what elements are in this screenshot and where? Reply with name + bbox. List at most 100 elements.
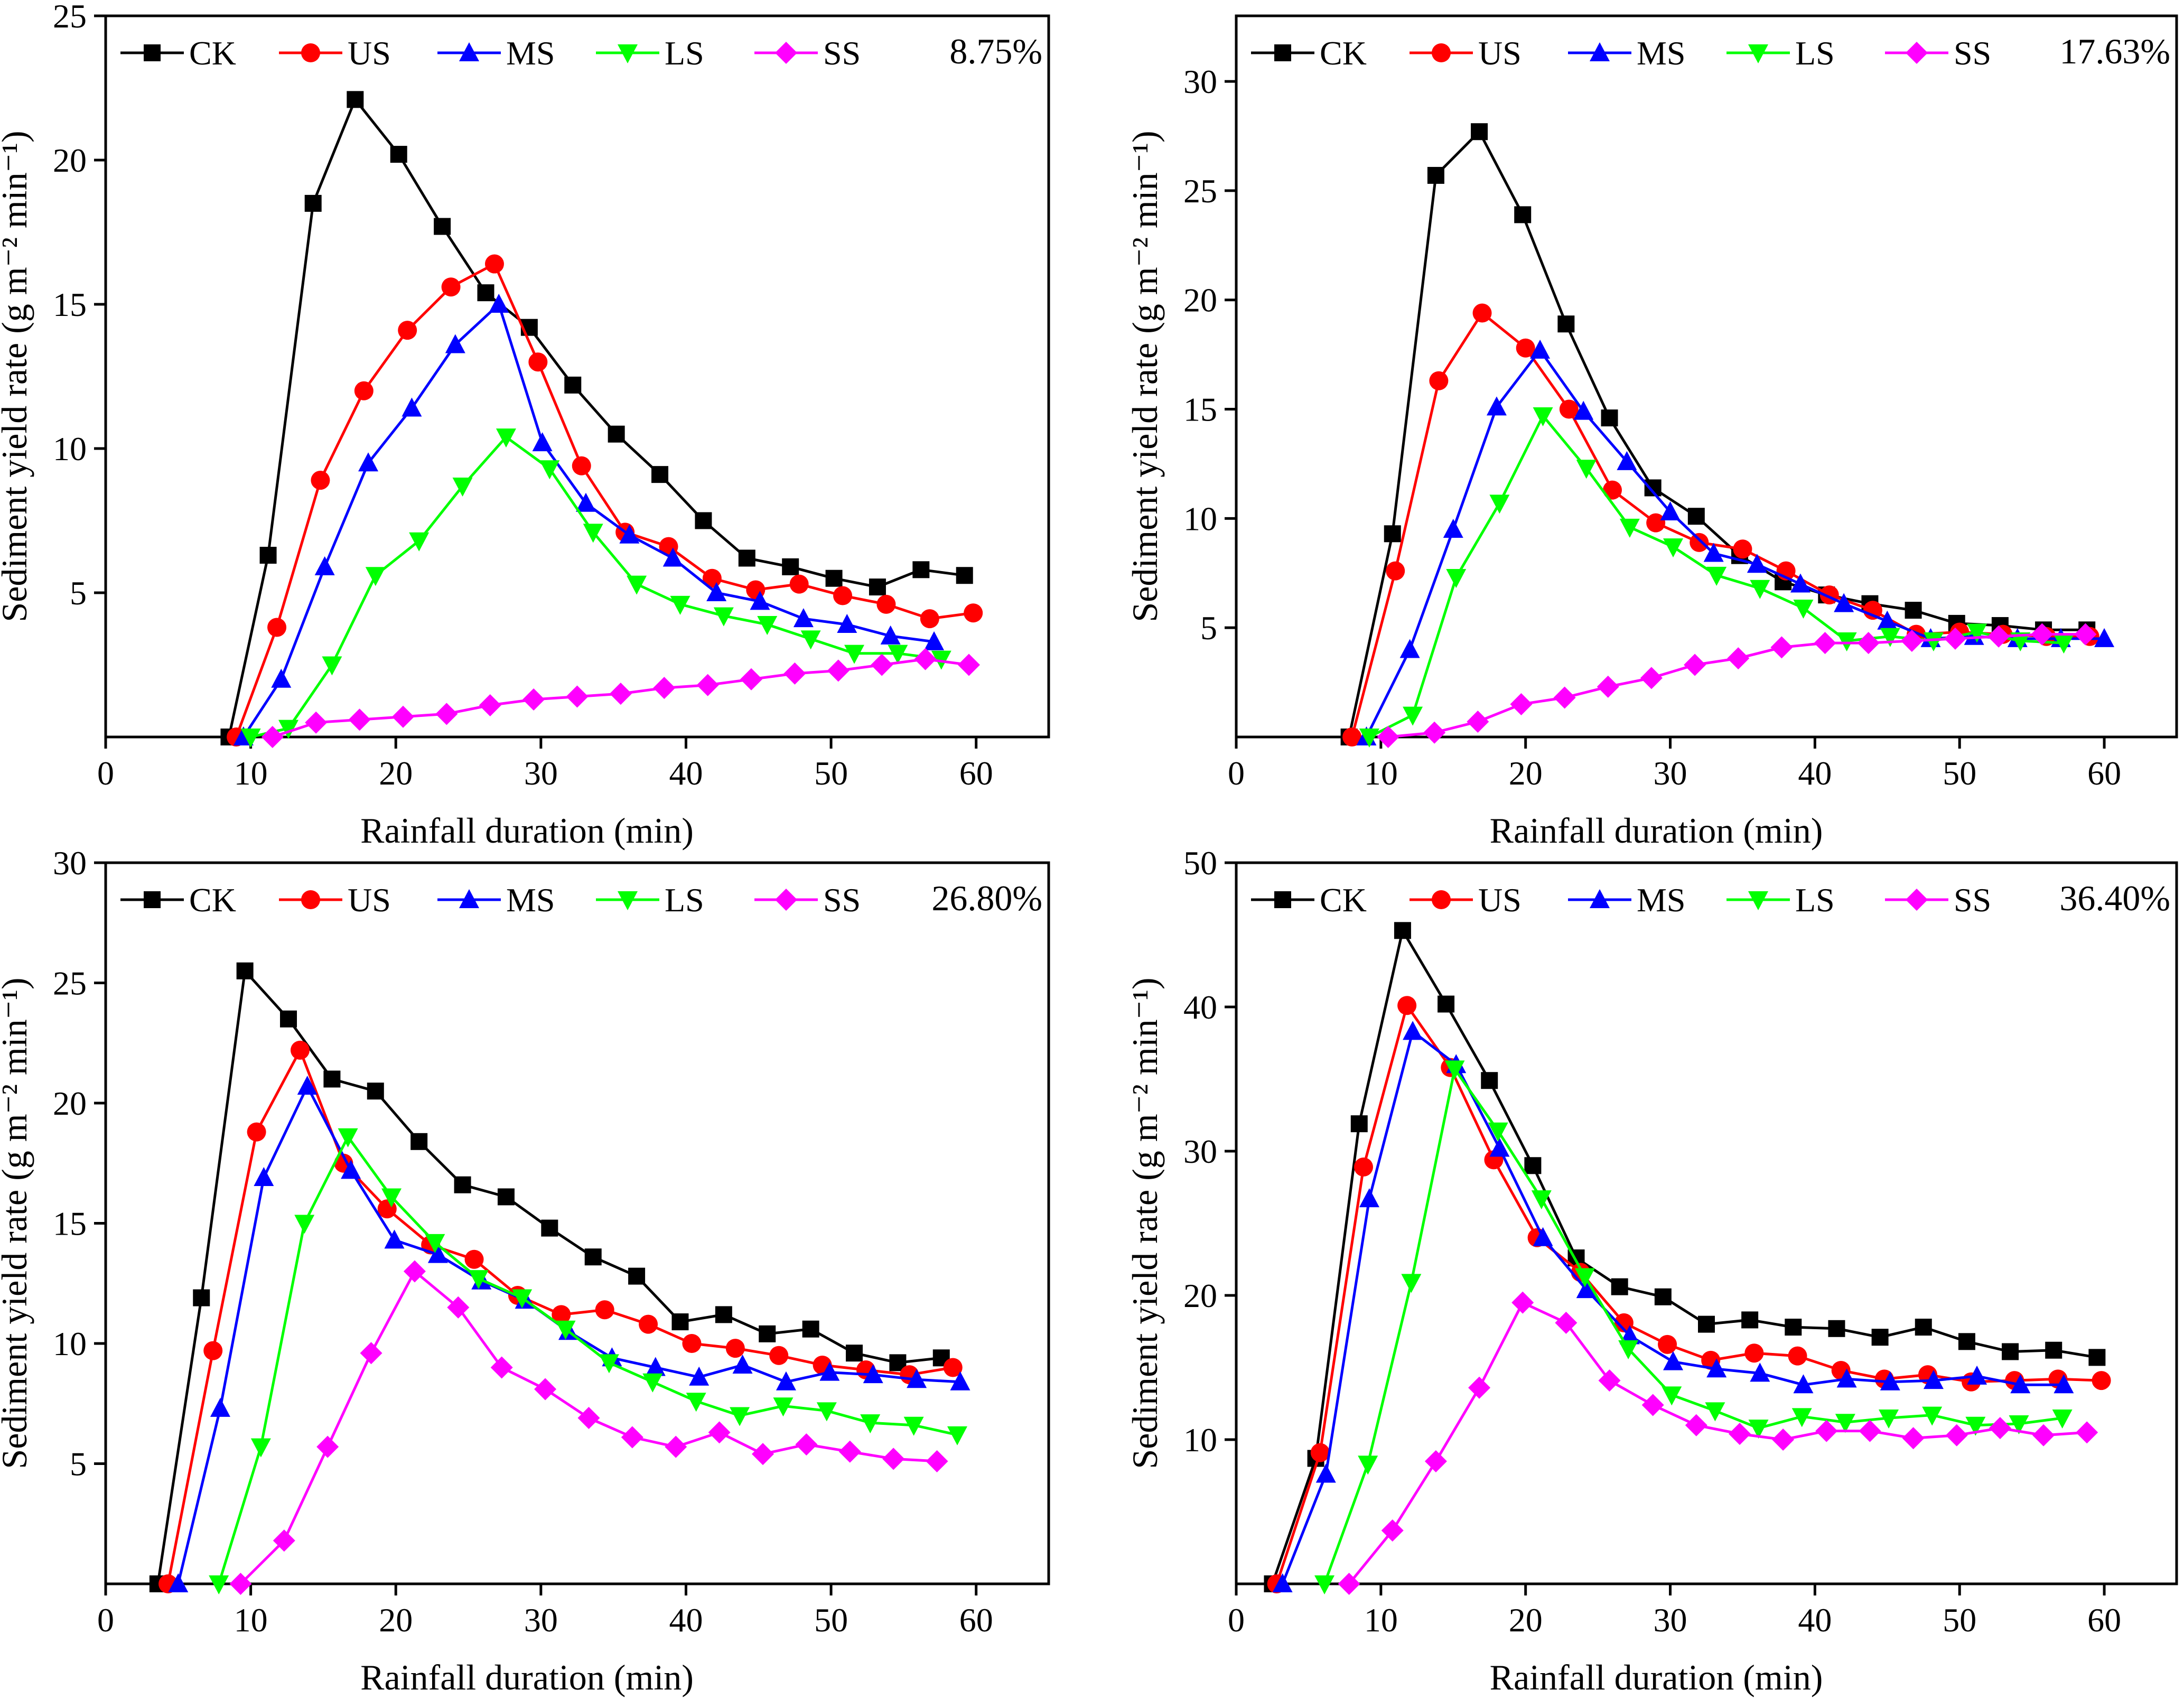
data-point-ck [651, 466, 669, 483]
data-point-ss [2032, 1424, 2055, 1446]
x-tick-label: 30 [524, 754, 558, 792]
data-point-ck [2002, 1343, 2019, 1360]
data-point-ss [838, 1440, 861, 1463]
y-tick-label: 30 [1183, 63, 1217, 100]
data-point-ck [1741, 1311, 1759, 1329]
data-point-ls [250, 1438, 271, 1458]
y-tick-label: 10 [1183, 1421, 1217, 1459]
series-ms [168, 1076, 970, 1592]
data-point-ck [1471, 123, 1488, 141]
data-point-ck [1687, 508, 1705, 525]
data-point-us [876, 594, 896, 614]
data-point-us [595, 1300, 614, 1320]
data-point-ck [304, 194, 322, 212]
data-point-ss [1598, 1369, 1621, 1392]
data-point-us [1863, 601, 1882, 620]
series-ss [1377, 623, 2097, 748]
data-point-ss [534, 1378, 557, 1401]
data-point-ck [193, 1289, 210, 1306]
data-point-ms [402, 397, 422, 417]
data-point-ls [773, 1397, 794, 1417]
data-point-ls [278, 720, 299, 739]
y-tick-label: 40 [1183, 988, 1217, 1026]
y-tick-label: 15 [1183, 391, 1217, 428]
y-tick-label: 30 [1183, 1133, 1217, 1170]
data-point-ss [752, 1443, 774, 1466]
legend-label-us: US [1478, 34, 1522, 72]
x-tick-label: 40 [669, 1601, 703, 1639]
x-axis-title: Rainfall duration (min) [360, 810, 694, 851]
data-point-us [528, 352, 548, 372]
series-line-ck [1271, 927, 2097, 1584]
data-point-ls [409, 532, 430, 552]
data-point-ms [1399, 639, 1420, 658]
data-point-ls [1663, 538, 1684, 558]
x-tick-label: 30 [1654, 754, 1687, 792]
series-ck [1264, 922, 2106, 1592]
data-point-ls [1618, 1340, 1639, 1360]
data-point-ck [1481, 1072, 1498, 1089]
panel-annotation: 17.63% [2059, 31, 2170, 71]
data-point-us [1516, 338, 1535, 358]
data-point-ss [391, 705, 414, 728]
series-ms [233, 294, 945, 745]
data-point-ck [454, 1176, 471, 1193]
data-point-ss [795, 1433, 818, 1456]
x-tick-label: 40 [1798, 754, 1832, 792]
series-ss [261, 648, 980, 748]
data-point-ck [869, 578, 886, 596]
data-point-ck [1871, 1329, 1889, 1346]
data-point-ck [236, 962, 254, 979]
x-axis-title: Rainfall duration (min) [1490, 1657, 1823, 1697]
series-line-ls [217, 1134, 958, 1584]
data-point-ms [907, 1369, 927, 1388]
data-point-ck [410, 1133, 428, 1150]
legend: CK US MS LS SS [120, 881, 861, 919]
series-line-ck [156, 968, 942, 1584]
data-point-ls [294, 1215, 315, 1234]
y-tick-label: 10 [53, 430, 87, 468]
data-point-ss [621, 1426, 643, 1449]
data-point-ls [888, 645, 908, 664]
data-point-ls [947, 1426, 967, 1445]
data-point-ms [1403, 1021, 1423, 1040]
data-point-ms [358, 452, 379, 472]
data-point-us [682, 1334, 702, 1353]
data-point-ck [1785, 1319, 1802, 1336]
data-point-ms [1573, 400, 1594, 420]
data-point-us [1397, 996, 1417, 1015]
data-point-ms [168, 1573, 189, 1592]
data-point-ck [1915, 1319, 1932, 1336]
x-tick-label: 0 [1228, 1601, 1245, 1639]
data-point-ms [254, 1167, 274, 1187]
legend-label-ms: MS [506, 34, 555, 72]
x-tick-label: 0 [97, 754, 114, 792]
data-point-ss [479, 694, 501, 716]
data-point-ss [2074, 623, 2097, 646]
y-tick-label: 25 [53, 965, 87, 1002]
data-point-ms [2054, 1374, 2074, 1394]
data-point-ms [1923, 1370, 1944, 1389]
data-point-ms [1750, 1362, 1770, 1382]
y-tick-label: 20 [53, 1085, 87, 1122]
data-point-ls [800, 630, 821, 650]
data-point-ls [1488, 1122, 1508, 1142]
data-point-ls [2052, 1410, 2073, 1429]
data-point-ss [1857, 632, 1880, 655]
data-point-ss [1511, 1291, 1534, 1314]
data-point-ss [1381, 1519, 1404, 1542]
data-point-ls [1706, 566, 1727, 586]
data-point-us [398, 321, 417, 340]
data-point-ck [1905, 602, 1922, 619]
data-point-ck [802, 1320, 819, 1338]
data-point-us [572, 456, 591, 475]
data-point-ms [297, 1076, 318, 1095]
legend-label-ck: CK [1320, 881, 1367, 919]
y-tick-label: 30 [53, 844, 87, 882]
data-point-ls [2010, 632, 2031, 651]
legend-marker-us [1432, 43, 1451, 62]
panel-annotation: 8.75% [949, 31, 1042, 71]
y-tick-label: 5 [70, 574, 87, 612]
data-point-ms [1315, 1463, 1336, 1483]
data-point-ls [381, 1188, 402, 1208]
